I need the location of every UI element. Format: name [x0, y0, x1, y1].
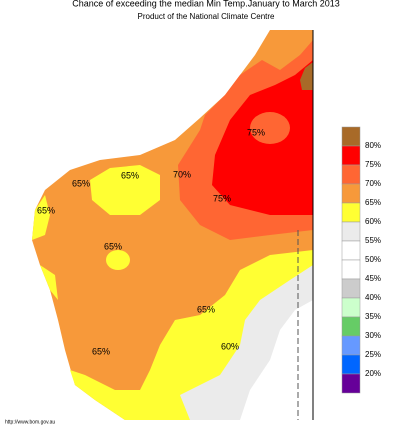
legend-swatch [341, 164, 361, 185]
legend: 80% 75% 70% 65% 60% 55% 50% 45% 40% 35% 30% 25% 20% [341, 126, 381, 394]
region-60 [106, 250, 130, 270]
legend-label: 25% [365, 350, 381, 359]
contour-label: 65% [92, 346, 110, 356]
legend-swatch [341, 278, 361, 299]
contour-label: 65% [197, 304, 215, 314]
region-50 [240, 300, 313, 420]
title: Chance of exceeding the median Min Temp.… [72, 0, 340, 8]
legend-swatch [341, 259, 361, 280]
contour-label: 65% [72, 178, 90, 188]
contour-labels: 65% 65% 70% 75% 75% 65% 65% 65% 60% 65% [37, 127, 265, 356]
legend-label: 65% [365, 198, 381, 207]
contour-label: 65% [37, 205, 55, 215]
legend-swatch [341, 316, 361, 337]
contour-label: 65% [104, 241, 122, 251]
legend-swatch [341, 354, 361, 375]
legend-label: 45% [365, 274, 381, 283]
source: http://www.bom.gov.au [5, 419, 55, 425]
region-60 [32, 195, 50, 240]
legend-label: 50% [365, 255, 381, 264]
contour-label: 75% [247, 127, 265, 137]
legend-swatch [341, 202, 361, 223]
legend-swatch [341, 335, 361, 356]
legend-swatch [341, 297, 361, 318]
legend-swatch [341, 145, 361, 166]
contour-label: 75% [213, 193, 231, 203]
region-80 [300, 62, 313, 90]
legend-swatch [341, 126, 361, 147]
legend-label: 60% [365, 217, 381, 226]
legend-label: 70% [365, 179, 381, 188]
legend-label: 40% [365, 293, 381, 302]
contour-label: 60% [221, 341, 239, 351]
legend-swatch [341, 221, 361, 242]
subtitle: Product of the National Climate Centre [138, 12, 276, 21]
contour-label: 65% [121, 170, 139, 180]
legend-label: 55% [365, 236, 381, 245]
legend-label: 75% [365, 160, 381, 169]
region-60 [90, 165, 160, 215]
region-60 [40, 265, 58, 300]
legend-swatch [341, 183, 361, 204]
legend-swatch [341, 373, 361, 394]
map-region [32, 30, 314, 420]
contour-label: 70% [173, 169, 191, 179]
legend-label: 20% [365, 369, 381, 378]
legend-swatch [341, 240, 361, 261]
legend-label: 80% [365, 141, 381, 150]
legend-label: 35% [365, 312, 381, 321]
region-70-island [250, 112, 290, 144]
legend-label: 30% [365, 331, 381, 340]
